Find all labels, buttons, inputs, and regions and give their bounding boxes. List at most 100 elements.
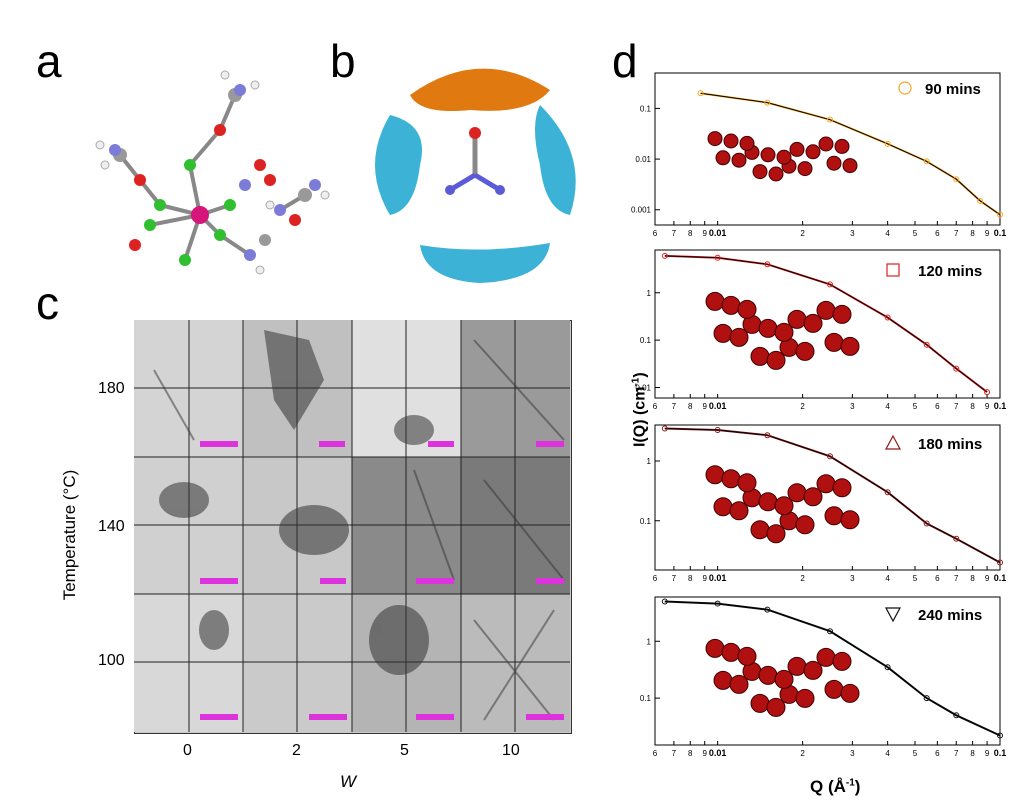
- x-tick-label: 9: [702, 574, 707, 583]
- fit-curve-1: [664, 255, 988, 393]
- x-tick-label: 9: [985, 574, 990, 583]
- x-tick-label: 0.1: [994, 228, 1007, 238]
- x-tick-label: 6: [935, 402, 940, 411]
- data-point: [764, 432, 771, 439]
- x-tick-label: 4: [885, 229, 890, 238]
- x-tick-label: 8: [970, 402, 975, 411]
- x-tick-label: 6: [653, 402, 658, 411]
- cluster-sphere: [795, 515, 815, 535]
- x-tick-label: 9: [985, 749, 990, 758]
- cluster-sphere: [729, 674, 749, 694]
- cluster-sphere: [705, 638, 725, 658]
- cluster-sphere: [840, 683, 860, 703]
- cluster-sphere: [842, 158, 858, 174]
- cluster-sphere: [826, 155, 842, 171]
- x-tick-label: 8: [970, 749, 975, 758]
- x-tick-label: 0.1: [994, 748, 1007, 758]
- x-tick-label: 6: [935, 229, 940, 238]
- data-point: [764, 261, 771, 268]
- y-tick-label: 0.1: [640, 336, 652, 345]
- data-point: [661, 425, 668, 432]
- panel-d-xlabel: Q (Å-1): [810, 777, 860, 797]
- fit-curve-3: [664, 601, 1001, 736]
- cluster-sphere: [795, 341, 815, 361]
- data-point: [953, 712, 960, 719]
- cluster-sphere: [805, 144, 821, 160]
- plot-frame-2: [654, 424, 1001, 571]
- data-point: [884, 664, 891, 671]
- x-tick-label: 7: [954, 229, 959, 238]
- cluster-sphere: [832, 478, 852, 498]
- x-tick-label: 0.01: [709, 573, 727, 583]
- cluster-sphere: [768, 166, 784, 182]
- cluster-sphere: [752, 164, 768, 180]
- panel-c-y-tick-100: 100: [98, 652, 125, 669]
- plot-frame-3: [654, 596, 1001, 746]
- cluster-sphere: [758, 492, 778, 512]
- xlabel-text: Q (Å: [810, 777, 846, 796]
- cluster-sphere: [713, 323, 733, 343]
- x-tick-label: 7: [954, 749, 959, 758]
- data-point: [923, 695, 930, 702]
- plot-frame-1: [654, 249, 1001, 399]
- y-tick-label: 0.01: [635, 155, 651, 164]
- data-point: [827, 116, 834, 123]
- cluster-sphere: [707, 131, 723, 147]
- cluster-sphere: [715, 150, 731, 166]
- cluster-sphere: [705, 291, 725, 311]
- data-point: [697, 90, 704, 97]
- panel-label-a: a: [36, 35, 62, 87]
- y-tick-label: 0.01: [635, 383, 651, 392]
- x-tick-label: 3: [850, 574, 855, 583]
- x-tick-label: 7: [672, 574, 677, 583]
- cluster-sphere: [832, 304, 852, 324]
- data-point: [827, 628, 834, 635]
- cluster-sphere: [737, 473, 757, 493]
- x-tick-label: 6: [653, 749, 658, 758]
- density-isosurface-image: [375, 68, 576, 283]
- cluster-sphere: [824, 506, 844, 526]
- legend-label: 180 mins: [918, 436, 982, 453]
- panel-c-x-tick-5: 5: [400, 742, 409, 759]
- panel-c-y-tick-140: 140: [98, 518, 125, 535]
- cluster-sphere: [766, 350, 786, 370]
- cluster-sphere: [739, 135, 755, 151]
- cluster-sphere: [774, 496, 794, 516]
- cluster-sphere: [774, 669, 794, 689]
- x-tick-label: 4: [885, 574, 890, 583]
- panel-c-x-tick-10: 10: [502, 742, 520, 759]
- x-tick-label: 5: [913, 229, 918, 238]
- cluster-sphere: [758, 665, 778, 685]
- data-point: [884, 314, 891, 321]
- x-tick-label: 3: [850, 229, 855, 238]
- cluster-sphere: [776, 149, 792, 165]
- data-point: [923, 341, 930, 348]
- y-tick-label: 0.1: [640, 694, 652, 703]
- cluster-sphere: [750, 346, 770, 366]
- legend-marker-circle: [898, 81, 912, 95]
- cluster-sphere: [729, 327, 749, 347]
- x-tick-label: 6: [653, 574, 658, 583]
- x-tick-label: 2: [800, 402, 805, 411]
- x-tick-label: 0.1: [994, 573, 1007, 583]
- panel-label-c: c: [36, 277, 59, 329]
- molecular-structure-image: [95, 70, 330, 275]
- fit-curve-0: [700, 92, 1001, 216]
- x-tick-label: 4: [885, 749, 890, 758]
- cluster-sphere: [729, 501, 749, 521]
- cluster-sphere: [713, 497, 733, 517]
- cluster-sphere: [818, 136, 834, 152]
- cluster-sphere: [721, 295, 741, 315]
- cluster-sphere: [840, 510, 860, 530]
- x-tick-label: 8: [688, 402, 693, 411]
- data-point: [661, 598, 668, 605]
- cluster-sphere: [803, 487, 823, 507]
- data-point: [764, 606, 771, 613]
- y-tick-label: 0.001: [631, 206, 652, 215]
- data-point: [714, 254, 721, 261]
- x-tick-label: 5: [913, 574, 918, 583]
- x-tick-label: 2: [800, 229, 805, 238]
- x-tick-label: 6: [935, 749, 940, 758]
- cluster-sphere: [824, 679, 844, 699]
- cluster-sphere: [705, 465, 725, 485]
